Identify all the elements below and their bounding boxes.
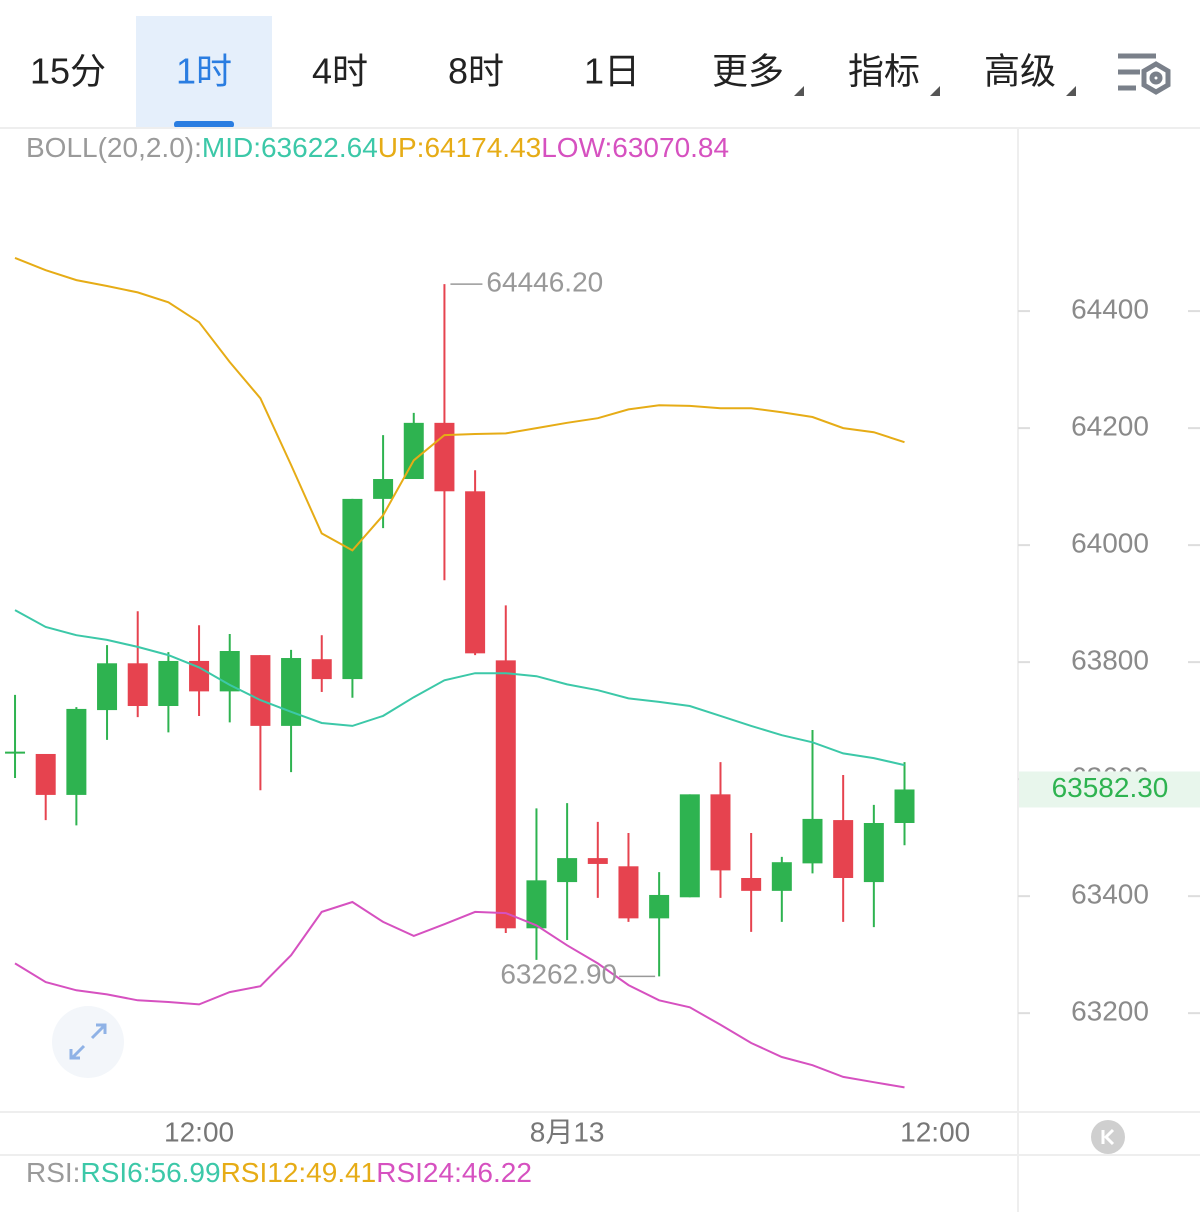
y-tick-label: 63800: [1071, 645, 1149, 676]
tab-underline: [174, 121, 234, 128]
plot: 6320063400636006380064000642006440012:00…: [5, 256, 1200, 1147]
tab[interactable]: 1日: [584, 51, 640, 92]
rsi-header: RSI:RSI6:56.99RSI12:49.41RSI24:46.22: [26, 1157, 532, 1188]
tab-label: 1日: [584, 51, 640, 92]
expand-button[interactable]: [52, 1006, 124, 1078]
tab-label: 更多: [712, 51, 784, 92]
candle-body: [66, 708, 87, 795]
candle-body: [618, 866, 639, 919]
price-label: 63582.30: [1052, 772, 1169, 803]
header-item: UP:64174.43: [378, 132, 541, 163]
k-glyph: [1101, 1128, 1115, 1146]
tab[interactable]: 15分: [30, 51, 106, 92]
candle-body: [802, 818, 823, 864]
annotation-label: 64446.20: [486, 266, 603, 297]
header-item: RSI12:49.41: [221, 1157, 377, 1188]
candle-body: [587, 858, 608, 864]
tab-label: 高级: [984, 51, 1056, 92]
tab-bar: 15分 1时 4时 8时 1日 更多 指标 高级: [30, 16, 1076, 128]
boll-header: BOLL(20,2.0):MID:63622.64UP:64174.43LOW:…: [26, 132, 729, 163]
boll-line: [14, 900, 905, 1089]
candle-body: [97, 663, 118, 711]
candle-body: [679, 794, 700, 898]
candle-body: [189, 660, 210, 692]
candle-body: [833, 820, 854, 878]
tab[interactable]: 4时: [312, 51, 368, 92]
candle-body: [495, 660, 516, 929]
y-tick-label: 64000: [1071, 528, 1149, 559]
tab[interactable]: 高级: [984, 51, 1076, 96]
candle-body: [250, 655, 271, 726]
tab[interactable]: 8时: [448, 51, 504, 92]
x-tick-label: 12:00: [900, 1116, 970, 1147]
expand-glyph: [69, 1023, 107, 1060]
candle-body: [557, 858, 578, 883]
y-tick-label: 64200: [1071, 411, 1149, 442]
candle-body: [863, 823, 884, 883]
candle-body: [649, 894, 670, 919]
tab-highlight: [136, 16, 272, 128]
header-item: MID:63622.64: [202, 132, 378, 163]
boll-line: [14, 256, 905, 552]
candle-body: [281, 658, 302, 726]
candle-body: [5, 751, 26, 754]
candle-body: [342, 498, 363, 680]
header-item: RSI24:46.22: [376, 1157, 532, 1188]
tab[interactable]: 指标: [848, 51, 940, 96]
candle-body: [894, 789, 915, 824]
boll-line: [14, 609, 905, 767]
dropdown-arrow: [930, 86, 940, 96]
candle-body: [741, 877, 762, 891]
x-tick-label: 8月13: [530, 1116, 605, 1147]
header-item: RSI:: [26, 1157, 80, 1188]
candle-body: [465, 491, 486, 654]
k-button[interactable]: [1091, 1120, 1125, 1154]
tab-label: 指标: [848, 51, 920, 92]
candle-body: [373, 479, 394, 499]
candle-body: [158, 660, 179, 706]
y-tick-label: 63400: [1071, 879, 1149, 910]
candle-body: [311, 659, 332, 680]
x-tick-label: 12:00: [164, 1116, 234, 1147]
tab-label: 4时: [312, 51, 368, 92]
dropdown-arrow: [794, 86, 804, 96]
y-tick-label: 64400: [1071, 294, 1149, 325]
header-item: BOLL(20,2.0):: [26, 132, 202, 163]
header-item: RSI6:56.99: [80, 1157, 220, 1188]
candle-body: [127, 663, 148, 706]
candle-body: [526, 880, 547, 929]
y-tick-label: 63200: [1071, 996, 1149, 1027]
annotation-label: 63262.90: [500, 959, 617, 990]
candle-body: [35, 753, 56, 795]
tab-label: 15分: [30, 51, 106, 92]
tab-label: 8时: [448, 51, 504, 92]
icon-dot: [1149, 71, 1163, 85]
settings-icon[interactable]: [1118, 53, 1171, 95]
price-tag: [1019, 771, 1200, 808]
dropdown-arrow: [1066, 86, 1076, 96]
candle-body: [710, 794, 731, 871]
header-item: LOW:63070.84: [541, 132, 729, 163]
tab[interactable]: 1时: [136, 16, 272, 128]
icon-hex: [1141, 61, 1171, 95]
candle-body: [434, 422, 455, 492]
tab[interactable]: 更多: [712, 51, 804, 96]
candle-body: [771, 862, 792, 891]
tab-label: 1时: [176, 51, 232, 92]
candle-body: [403, 422, 424, 480]
button-bg: [52, 1006, 124, 1078]
